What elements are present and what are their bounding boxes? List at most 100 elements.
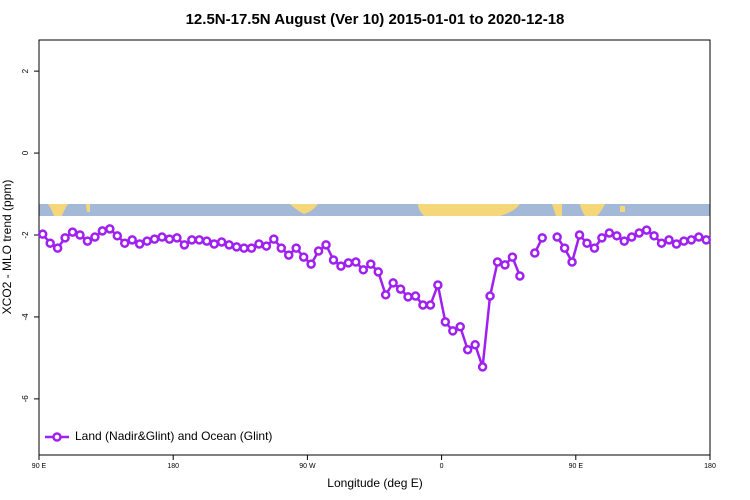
data-point [694, 232, 704, 242]
data-point [634, 228, 644, 238]
data-point [179, 240, 190, 250]
data-point [60, 233, 70, 243]
data-point [537, 233, 547, 243]
data-point [641, 225, 652, 235]
data-point [105, 224, 115, 234]
data-point [649, 231, 659, 241]
x-tick-label: 90 E [32, 463, 47, 470]
data-point [552, 232, 562, 242]
data-point [440, 317, 451, 327]
data-point [530, 248, 540, 258]
data-point [82, 236, 93, 246]
map-strip [39, 204, 710, 216]
data-point [597, 233, 607, 243]
data-point [403, 292, 413, 302]
data-point [559, 243, 570, 253]
data-point [626, 232, 637, 242]
data-point [313, 246, 324, 256]
legend-marker [52, 432, 62, 442]
y-tick-label: -6 [21, 395, 30, 403]
data-point [90, 232, 100, 242]
legend-label: Land (Nadir&Glint) and Ocean (Glint) [75, 429, 272, 443]
data-point [328, 255, 339, 265]
data-point [209, 239, 219, 249]
data-point [589, 243, 600, 253]
data-point [239, 243, 249, 253]
data-point [45, 238, 55, 248]
data-point [164, 234, 175, 244]
data-point [261, 241, 272, 251]
x-tick-label: 180 [704, 463, 716, 470]
data-point [276, 243, 287, 253]
data-point [373, 267, 383, 277]
data-point [477, 362, 488, 372]
data-point [157, 232, 167, 242]
data-point [336, 261, 346, 271]
x-tick-label: 0 [440, 463, 444, 470]
data-point [119, 238, 130, 248]
data-point [216, 237, 227, 247]
data-point [388, 278, 398, 288]
data-point [500, 260, 510, 270]
chart-title: 12.5N-17.5N August (Ver 10) 2015-01-01 t… [186, 11, 565, 28]
y-tick-label: -4 [21, 313, 30, 321]
data-point [246, 243, 257, 253]
y-tick-label: 2 [21, 68, 30, 73]
data-point [619, 236, 630, 246]
data-point [612, 231, 622, 241]
data-point [149, 234, 160, 244]
data-point [112, 231, 123, 241]
data-point [306, 259, 316, 269]
data-point [269, 234, 279, 244]
data-point [351, 257, 361, 267]
data-point [671, 239, 682, 249]
data-point [194, 235, 205, 245]
series-line [41, 227, 707, 368]
data-point [410, 291, 421, 301]
data-point [134, 239, 145, 249]
data-point [567, 257, 577, 267]
data-point [37, 229, 48, 239]
data-point [574, 230, 585, 240]
y-tick-label: 0 [21, 150, 30, 155]
data-point [254, 239, 264, 249]
data-point [701, 235, 712, 245]
data-point [425, 300, 436, 310]
data-point [470, 340, 480, 350]
data-point [418, 300, 428, 310]
data-point [52, 243, 63, 253]
data-point [462, 344, 473, 355]
data-point [433, 280, 443, 290]
data-point [679, 236, 689, 246]
data-point [582, 238, 592, 248]
data-point [284, 250, 294, 260]
data-point [97, 226, 108, 236]
data-point [172, 233, 182, 243]
data-point [455, 322, 465, 332]
plot-frame [38, 39, 711, 456]
data-point [492, 257, 503, 267]
data-point [298, 252, 309, 262]
data-point [664, 235, 674, 245]
data-point [67, 227, 78, 237]
data-point [656, 238, 667, 248]
x-tick-label: 180 [167, 463, 179, 470]
x-tick-label: 90 W [299, 463, 316, 470]
data-point [202, 236, 212, 246]
data-point [507, 252, 518, 262]
data-point [380, 290, 391, 300]
data-point [224, 240, 234, 250]
data-point [395, 284, 406, 294]
data-point [485, 291, 495, 301]
data-point [358, 265, 369, 275]
data-point [187, 235, 197, 245]
data-point [142, 236, 152, 246]
data-point [366, 259, 376, 269]
data-point [127, 235, 137, 245]
data-point [448, 326, 458, 336]
x-tick-label: 90 E [569, 463, 584, 470]
y-axis-label: XCO2 - MLO trend (ppm) [0, 180, 14, 315]
data-point [686, 235, 697, 245]
x-axis-label: Longitude (deg E) [327, 476, 422, 490]
